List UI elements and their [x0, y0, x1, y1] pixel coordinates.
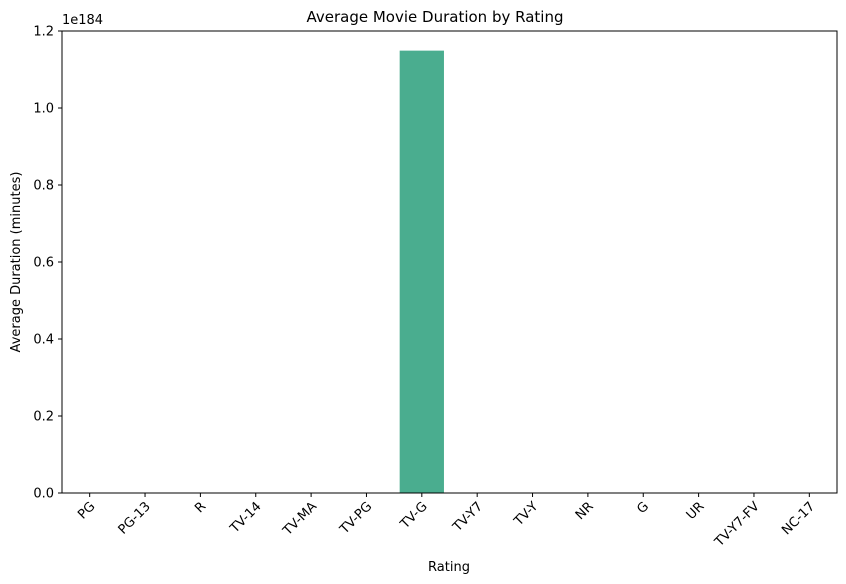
- bar-tv-g: [399, 50, 444, 493]
- y-tick-label: 0.8: [33, 179, 54, 194]
- x-tick-label: NR: [573, 499, 597, 523]
- x-tick-label: TV-MA: [280, 499, 320, 539]
- x-tick-label: R: [192, 499, 209, 516]
- x-tick-label: G: [634, 499, 652, 517]
- x-axis-ticks: PG PG-13 R TV-14 TV-MA TV-PG TV-G TV-Y7 TV-Y NR G U…: [75, 493, 818, 550]
- x-tick-label: TV-G: [397, 499, 430, 532]
- x-tick-label: TV-Y: [511, 499, 542, 530]
- y-tick-label: 1.2: [33, 25, 54, 40]
- y-tick-label: 0.0: [33, 487, 54, 502]
- y-tick-label: 0.6: [33, 256, 54, 271]
- y-axis-label: Average Duration (minutes): [9, 172, 24, 353]
- x-axis-label: Rating: [428, 560, 470, 575]
- y-tick-label: 0.4: [33, 333, 54, 348]
- x-tick-label: TV-Y7-FV: [712, 499, 763, 550]
- bars-group: [399, 50, 444, 493]
- x-tick-label: PG: [75, 499, 98, 522]
- plot-frame: [61, 30, 838, 494]
- x-tick-label: TV-Y7: [450, 499, 486, 535]
- x-tick-label: UR: [684, 499, 708, 523]
- x-tick-label: TV-14: [227, 499, 265, 537]
- x-tick-label: PG-13: [116, 499, 154, 537]
- y-axis-offset-text: 1e184: [62, 13, 103, 28]
- y-axis-ticks: 0.0 0.2 0.4 0.6 0.8 1.0 1.2: [33, 25, 62, 502]
- x-tick-label: NC-17: [779, 499, 818, 538]
- y-tick-label: 1.0: [33, 102, 54, 117]
- x-tick-label: TV-PG: [337, 499, 376, 538]
- chart-title: Average Movie Duration by Rating: [307, 8, 564, 26]
- y-tick-label: 0.2: [33, 410, 54, 425]
